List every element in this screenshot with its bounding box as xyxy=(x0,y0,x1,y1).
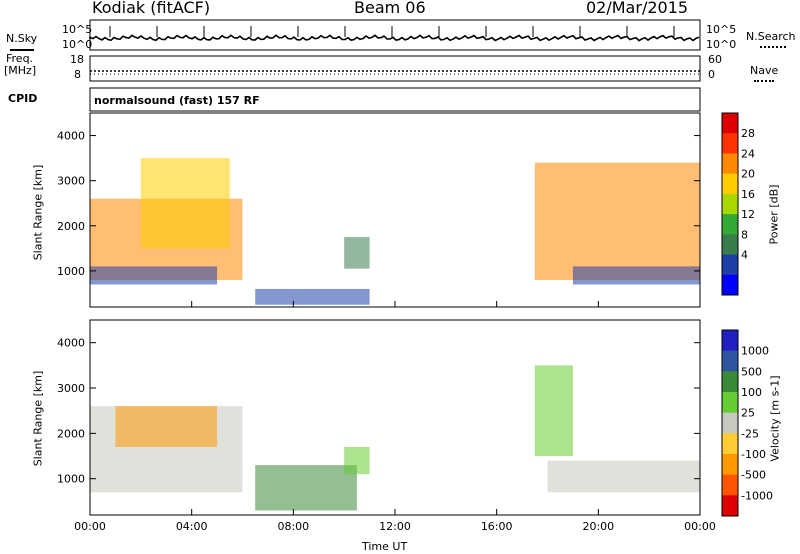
freq-label-line1: Freq. xyxy=(6,52,34,65)
power-ytick-label: 1000 xyxy=(57,265,85,278)
power-colorbar-frame xyxy=(721,112,739,296)
velocity-colorbar-swatch xyxy=(722,330,738,352)
velocity-colorbar-label: -25 xyxy=(741,427,759,440)
velocity-colorbar-frame xyxy=(721,329,739,517)
power-colorbar-swatch xyxy=(722,254,738,276)
power-data-region xyxy=(140,158,230,249)
freq-strip-frame xyxy=(89,55,701,82)
nave-tick-bottom: 0 xyxy=(708,68,715,81)
time-tick-label: 00:00 xyxy=(684,520,716,533)
time-tick-label: 16:00 xyxy=(481,520,513,533)
freq-tick-top: 18 xyxy=(70,53,84,66)
power-colorbar-swatch xyxy=(722,153,738,175)
beam-title: Beam 06 xyxy=(354,0,426,17)
nsky-strip-frame xyxy=(89,19,701,51)
power-colorbar-label: 28 xyxy=(741,127,755,140)
velocity-colorbar-swatch xyxy=(722,392,738,414)
power-colorbar-label: 16 xyxy=(741,188,755,201)
power-colorbar-label: 24 xyxy=(741,147,755,160)
velocity-colorbar-label: -100 xyxy=(741,448,766,461)
cpid-text: normalsound (fast) 157 RF xyxy=(94,94,260,107)
velocity-data-region xyxy=(344,446,370,475)
velocity-colorbar-swatch xyxy=(722,454,738,476)
velocity-ytick-label: 2000 xyxy=(57,427,85,440)
velocity-colorbar-swatch xyxy=(722,433,738,455)
cpid-strip-frame xyxy=(89,87,701,112)
velocity-colorbar-label: 500 xyxy=(741,365,762,378)
power-colorbar-swatch xyxy=(722,193,738,215)
freq-tick-bottom: 8 xyxy=(74,68,81,81)
nave-legend-line xyxy=(754,80,774,82)
power-data-region xyxy=(255,288,370,305)
time-tick-label: 20:00 xyxy=(582,520,614,533)
time-tick-label: 00:00 xyxy=(74,520,106,533)
velocity-colorbar-swatch xyxy=(722,495,738,517)
velocity-colorbar-label: 25 xyxy=(741,407,755,420)
power-data-region xyxy=(90,266,218,285)
nsearch-legend-line xyxy=(760,46,786,48)
power-colorbar-swatch xyxy=(722,113,738,134)
velocity-colorbar-label: -500 xyxy=(741,469,766,482)
velocity-colorbar-swatch xyxy=(722,412,738,434)
power-ytick-label: 3000 xyxy=(57,175,85,188)
nsky-trace xyxy=(89,34,700,42)
nsearch-tick-bottom: 10^0 xyxy=(706,38,737,51)
velocity-ytick-label: 3000 xyxy=(57,382,85,395)
time-tick-label: 12:00 xyxy=(379,520,411,533)
power-data-region xyxy=(572,266,700,285)
time-xlabel: Time UT xyxy=(362,540,408,553)
power-colorbar-swatch xyxy=(722,173,738,195)
velocity-colorbar-label: 100 xyxy=(741,386,762,399)
power-ytick-label: 2000 xyxy=(57,220,85,233)
velocity-ytick-label: 4000 xyxy=(57,337,85,350)
power-ytick-label: 4000 xyxy=(57,130,85,143)
date-title: 02/Mar/2015 xyxy=(586,0,689,17)
power-data-region xyxy=(344,237,370,269)
power-colorbar-swatch xyxy=(722,274,738,296)
power-colorbar-swatch xyxy=(722,234,738,256)
nsky-tick-bottom: 10^0 xyxy=(62,38,93,51)
power-colorbar-swatch xyxy=(722,133,738,154)
power-colorbar-label: 4 xyxy=(741,249,748,262)
nave-label: Nave xyxy=(750,64,779,77)
nsearch-tick-top: 10^5 xyxy=(706,23,737,36)
nsky-tick-top: 10^5 xyxy=(62,23,93,36)
velocity-colorbar-swatch xyxy=(722,371,738,393)
velocity-ytick-label: 1000 xyxy=(57,473,85,486)
time-tick-label: 04:00 xyxy=(176,520,208,533)
power-colorbar-swatch xyxy=(722,214,738,235)
power-colorbar-label: 8 xyxy=(741,228,748,241)
power-colorbar-label: 20 xyxy=(741,168,755,181)
velocity-colorbar-swatch xyxy=(722,474,738,496)
nsky-label: N.Sky xyxy=(6,32,38,45)
nave-tick-top: 60 xyxy=(708,53,722,66)
velocity-data-region xyxy=(255,465,357,511)
nsearch-label: N.Search xyxy=(746,30,796,43)
station-title: Kodiak (fitACF) xyxy=(92,0,211,17)
freq-label-line2: [MHz] xyxy=(4,64,37,77)
velocity-data-region xyxy=(547,460,700,493)
nsky-legend-line xyxy=(10,49,34,51)
time-tick-label: 08:00 xyxy=(277,520,309,533)
velocity-colorbar-label: -1000 xyxy=(741,489,773,502)
velocity-colorbar-swatch xyxy=(722,350,738,372)
power-colorbar-label: 12 xyxy=(741,208,755,221)
cpid-label: CPID xyxy=(8,92,38,105)
velocity-data-region xyxy=(115,406,218,447)
velocity-data-region xyxy=(534,365,573,457)
power-data-region xyxy=(534,162,700,280)
velocity-colorbar-label: 1000 xyxy=(741,345,769,358)
